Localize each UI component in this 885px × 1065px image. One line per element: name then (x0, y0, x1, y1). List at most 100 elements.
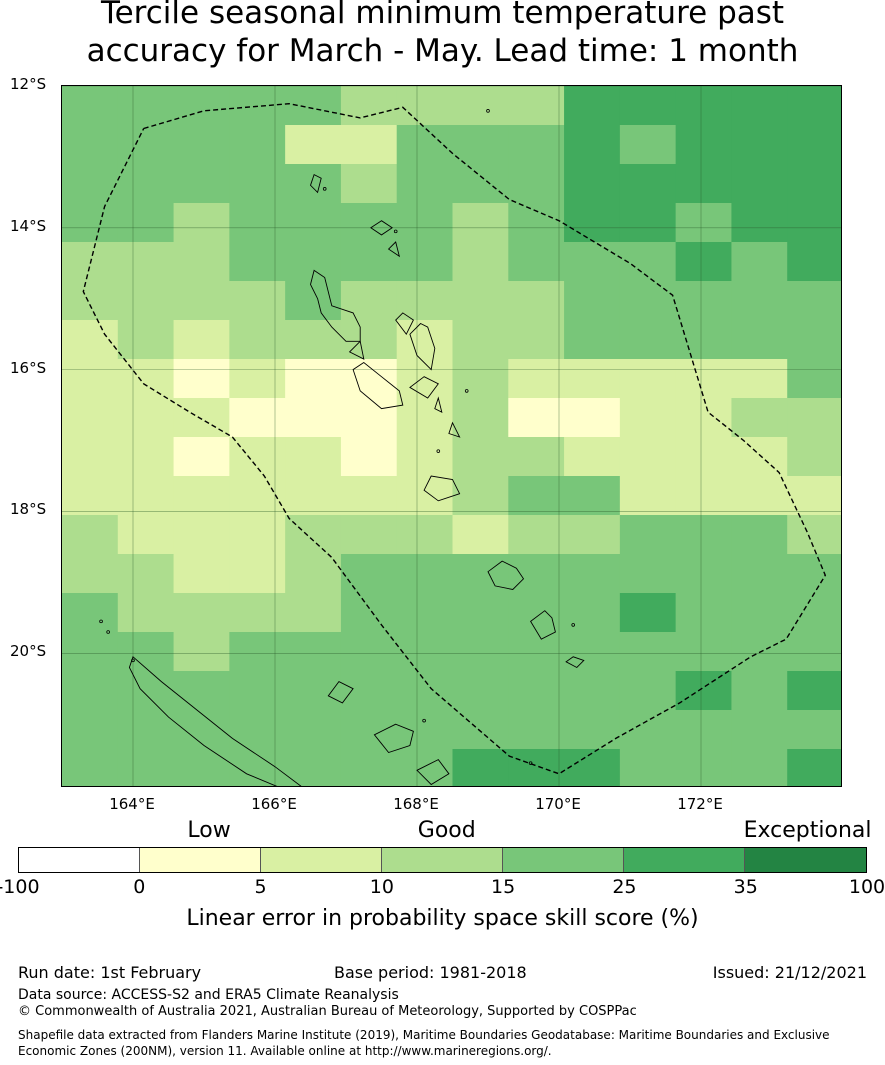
island-outline (369, 220, 394, 236)
map-title-line1: Tercile seasonal minimum temperature pas… (100, 0, 785, 31)
colorbar-segment (261, 848, 382, 872)
grid-cell (285, 281, 342, 321)
grid-cell (229, 437, 286, 477)
grid-cell (285, 671, 342, 711)
grid-cell (619, 86, 677, 126)
grid-cell (340, 398, 398, 438)
grid-cell (619, 671, 677, 711)
small-island (393, 229, 398, 234)
longitude-tick-label: 164°E (109, 795, 155, 813)
grid-cell (564, 632, 621, 672)
grid-cell (508, 359, 565, 399)
grid-cell (619, 242, 677, 282)
grid-cell (787, 86, 841, 126)
latitude-tick-label: 18°S (10, 500, 47, 519)
grid-cell (452, 125, 509, 165)
grid-cell (452, 515, 509, 555)
grid-cell (117, 632, 175, 672)
island-outline (373, 723, 414, 754)
grid-cell (62, 281, 119, 321)
grid-cell (787, 437, 841, 477)
grid-cell (675, 281, 733, 321)
grid-cell (731, 359, 788, 399)
grid-cell (62, 710, 119, 750)
grid-cell (508, 593, 565, 633)
island-outline (348, 340, 365, 360)
grid-cell (564, 242, 621, 282)
data-source: Data source: ACCESS-S2 and ERA5 Climate … (18, 987, 399, 1003)
grid-cell (117, 515, 175, 555)
grid-cell (396, 671, 454, 711)
grid-cell (619, 554, 677, 594)
island-outline (487, 560, 525, 590)
colorbar-tick-label: 35 (733, 876, 758, 898)
grid-cell (117, 359, 175, 399)
grid-cell (396, 476, 454, 516)
small-island (131, 658, 135, 663)
latitude-tick-label: 12°S (10, 75, 47, 93)
grid-cell (508, 281, 565, 321)
grid-cell (787, 203, 841, 243)
grid-cell (787, 359, 841, 399)
grid-cell (285, 242, 342, 282)
grid-cell (340, 125, 398, 165)
colorbar-tick-label: 0 (133, 876, 146, 898)
grid-cell (340, 632, 398, 672)
grid-cell (508, 554, 565, 594)
grid-cell (452, 164, 509, 204)
grid-cell (564, 476, 621, 516)
island-outline (309, 173, 322, 194)
grid-cell (340, 515, 398, 555)
base-period: Base period: 1981-2018 (334, 963, 527, 982)
grid-cell (452, 203, 509, 243)
grid-cell (564, 749, 621, 786)
small-island (486, 109, 490, 113)
grid-cell (229, 164, 286, 204)
grid-cell (619, 476, 677, 516)
grid-cell (452, 554, 509, 594)
grid-cell (619, 593, 677, 633)
grid-cell (229, 203, 286, 243)
small-island (528, 761, 533, 765)
grid-cell (173, 749, 230, 786)
colorbar-tick-label: 25 (612, 876, 637, 898)
grid-cell (564, 593, 621, 633)
grid-cell (396, 281, 454, 321)
skill-map (61, 85, 842, 787)
grid-cell (731, 593, 788, 633)
grid-cell (396, 242, 454, 282)
grid-cell (731, 554, 788, 594)
grid-cell (675, 320, 733, 360)
grid-cell (675, 164, 733, 204)
grid-cell (731, 203, 788, 243)
grid-cell (508, 671, 565, 711)
grid-cell (62, 125, 119, 165)
grid-cell (340, 320, 398, 360)
colorbar-segment (382, 848, 503, 872)
grid-cell (340, 476, 398, 516)
grid-cell (117, 671, 175, 711)
colorbar-segment (19, 848, 140, 872)
grid-cell (396, 203, 454, 243)
grid-cell (452, 671, 509, 711)
grid-cell (675, 632, 733, 672)
grid-cell (564, 437, 621, 477)
grid-cell (731, 125, 788, 165)
grid-cell (787, 749, 841, 786)
colorbar-category-label: Low (187, 818, 231, 843)
shapefile-credit: Shapefile data extracted from Flanders M… (18, 1027, 858, 1059)
grid-cell (619, 515, 677, 555)
grid-cell (787, 242, 841, 282)
grid-cell (452, 320, 509, 360)
grid-cell (62, 749, 119, 786)
small-island (322, 187, 327, 191)
grid-cell (117, 281, 175, 321)
grid-cell (340, 437, 398, 477)
grid-cell (340, 164, 398, 204)
grid-cell (508, 398, 565, 438)
grid-cell (731, 749, 788, 786)
grid-cell (396, 710, 454, 750)
grid-cell (285, 710, 342, 750)
grid-cell (285, 398, 342, 438)
island-outline (409, 376, 439, 399)
